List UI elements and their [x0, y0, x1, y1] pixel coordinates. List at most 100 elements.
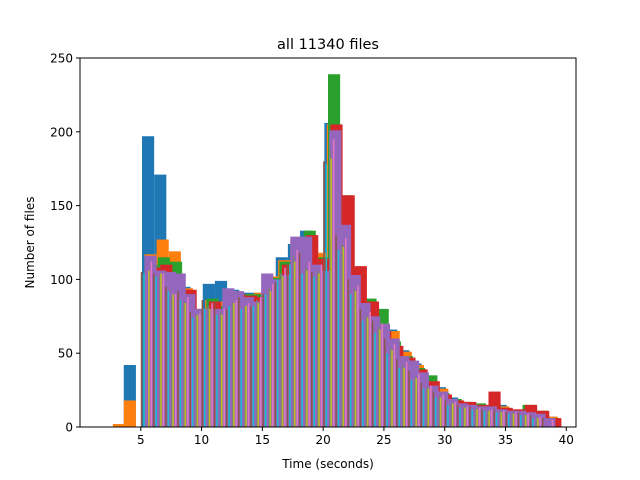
bar-s6-b18	[369, 311, 371, 427]
bar-s7-b28	[499, 410, 501, 427]
x-tick-label-5: 30	[437, 433, 452, 447]
bar-s9-b32	[532, 418, 534, 427]
bar-s8-b28	[488, 410, 491, 427]
bar-s8-b27	[476, 409, 478, 427]
bar-s5-b3	[177, 291, 179, 427]
bar-s6-b2	[174, 294, 177, 427]
x-tick-label-0: 5	[137, 433, 145, 447]
bar-s6-b11	[284, 267, 286, 427]
bar-s7-b17	[365, 314, 368, 427]
bar-s7-b5	[219, 311, 222, 427]
bar-s8-b10	[269, 291, 272, 427]
x-axis-label: Time (seconds)	[281, 457, 374, 471]
bar-s5-b2	[165, 286, 167, 427]
bar-s7-b10	[280, 273, 283, 427]
y-axis-label: Number of files	[23, 197, 37, 289]
y-tick-label-2: 100	[50, 273, 73, 287]
bar-s5-b29	[493, 409, 495, 427]
bar-s8-b12	[293, 261, 296, 427]
bar-s5-b24	[432, 391, 435, 427]
bar-s4-b38	[514, 410, 527, 427]
bar-s8-b17	[354, 291, 357, 427]
bar-s5-b11	[274, 282, 277, 427]
bar-s8-b20	[391, 350, 393, 427]
bar-s1-b0	[112, 424, 125, 427]
bar-s6-b8	[247, 303, 250, 427]
bar-s9-b11	[276, 279, 279, 427]
bar-s8-b18	[366, 317, 369, 427]
bar-s8-b13	[306, 270, 308, 427]
bar-s7-b21	[414, 376, 416, 427]
bar-s7-b8	[256, 300, 258, 427]
x-tick-label-4: 25	[376, 433, 391, 447]
bar-s5-b17	[347, 279, 350, 427]
y-tick-label-3: 150	[50, 199, 73, 213]
bar-s7-b24	[450, 403, 453, 427]
bar-s5-b6	[213, 303, 216, 427]
bar-s7-b30	[523, 413, 526, 427]
bar-s6-b32	[539, 416, 542, 427]
x-axis-ticks: 5 10 15 20 25 30 35 40	[137, 427, 574, 447]
bar-s5-b30	[505, 412, 508, 427]
bar-s7-b13	[317, 270, 319, 427]
bar-s9-b10	[264, 294, 267, 427]
bar-s9-b23	[422, 388, 425, 427]
bar-s7-b0	[159, 274, 161, 427]
bar-s7-b19	[390, 347, 392, 427]
bar-s9-b9	[252, 305, 255, 427]
y-axis-ticks: 0 50 100 150 200 250	[50, 52, 80, 435]
bar-s9-b31	[520, 415, 522, 427]
bar-s8-b21	[403, 367, 405, 427]
bar-s5-b21	[396, 359, 398, 427]
bar-s9-b15	[325, 164, 328, 427]
bar-s7-b14	[329, 149, 331, 427]
x-tick-label-6: 35	[498, 433, 513, 447]
bar-s9-b0	[143, 273, 145, 427]
bar-s6-b22	[417, 373, 420, 427]
bar-s5-b26	[456, 404, 459, 427]
bar-s9-b12	[289, 264, 291, 427]
bar-s6-b27	[478, 407, 481, 427]
bar-s8-b6	[221, 314, 223, 427]
bar-s9-b1	[155, 276, 157, 427]
bar-s6-b24	[442, 394, 444, 427]
bar-s8-b32	[537, 418, 539, 427]
bar-s6-b17	[357, 285, 359, 427]
bar-s5-b4	[189, 311, 191, 427]
bar-s6-b28	[490, 409, 493, 427]
bar-s9-b22	[410, 379, 413, 427]
bars-group	[112, 74, 562, 428]
bar-s8-b11	[281, 276, 284, 427]
bar-s5-b5	[201, 300, 204, 427]
plot-frame	[79, 57, 577, 428]
bar-s8-b19	[379, 329, 381, 427]
bar-s7-b11	[292, 255, 295, 427]
bar-s4-b41	[543, 418, 556, 427]
bar-s7-b31	[535, 416, 538, 427]
x-tick-label-3: 20	[315, 433, 330, 447]
bar-s8-b9	[257, 303, 260, 427]
bar-s7-b4	[207, 305, 210, 427]
bar-s9-b21	[398, 367, 401, 427]
bar-s7-b29	[511, 412, 514, 427]
y-tick-label-4: 200	[50, 125, 73, 139]
bar-s7-b15	[341, 243, 343, 427]
bar-s6-b6	[223, 308, 226, 427]
bar-s7-b27	[487, 410, 489, 427]
bar-s8-b0	[148, 270, 150, 427]
bar-s6-b29	[503, 410, 505, 427]
bar-s6-b19	[381, 323, 384, 427]
bar-s6-b33	[551, 419, 554, 427]
bar-s9-b28	[483, 410, 486, 427]
bar-s6-b23	[430, 385, 432, 427]
bar-s8-b16	[342, 246, 345, 427]
bar-s9-b13	[301, 273, 303, 427]
bar-s7-b16	[353, 288, 356, 427]
bar-s7-b6	[231, 303, 234, 427]
bar-s6-b9	[259, 297, 262, 427]
x-tick-label-7: 40	[559, 433, 574, 447]
bar-s7-b1	[171, 297, 173, 427]
x-tick-label-2: 15	[255, 433, 270, 447]
bar-s8-b5	[208, 308, 211, 427]
